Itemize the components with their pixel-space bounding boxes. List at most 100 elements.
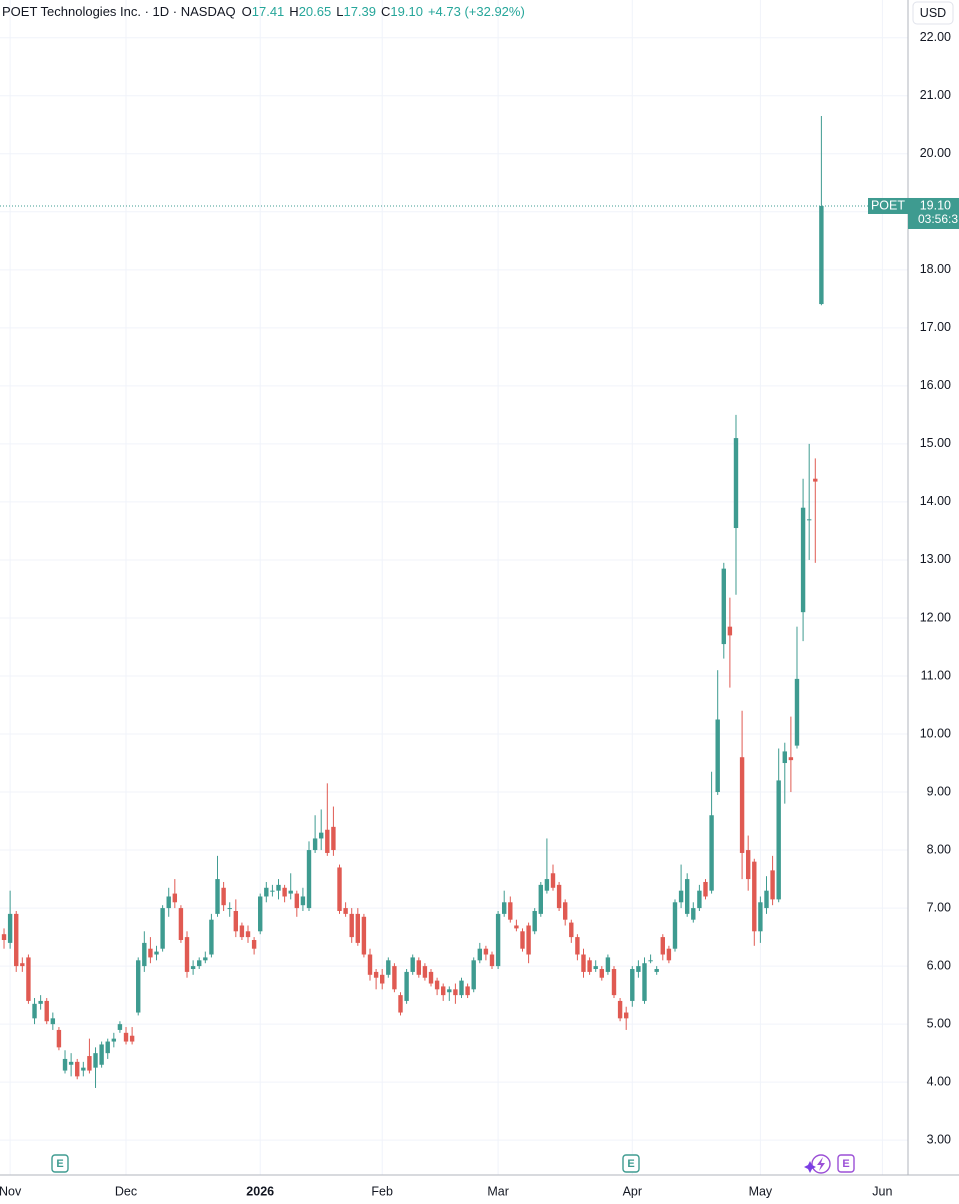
candle-body: [776, 780, 781, 900]
ohlc-value: 20.65: [298, 4, 332, 19]
y-tick-label: 5.00: [927, 1016, 951, 1030]
candle-body: [642, 963, 647, 1001]
event-icon: [51, 1154, 69, 1173]
candle-body: [148, 948, 153, 958]
candle-body: [581, 954, 586, 972]
candle-body: [654, 969, 659, 972]
price-tag: [908, 197, 959, 229]
candle-body: [514, 925, 519, 929]
candle-body: [617, 1000, 623, 1019]
candle-body: [300, 896, 306, 906]
candle-body: [81, 1067, 86, 1071]
candle-body: [459, 980, 464, 996]
candle-body: [337, 867, 342, 911]
candle-body: [32, 1003, 37, 1019]
candle-body: [172, 893, 178, 903]
candle-body: [727, 626, 733, 636]
candle-body: [575, 937, 580, 955]
candle-body: [392, 966, 397, 990]
candle-body: [477, 948, 483, 961]
candle-body: [605, 957, 611, 972]
candle-body: [136, 960, 141, 1013]
candle-body: [782, 751, 787, 764]
y-tick-label: 16.00: [920, 378, 951, 392]
candle-body: [7, 913, 13, 943]
x-tick-label: Mar: [487, 1184, 509, 1198]
candle-body: [276, 884, 281, 891]
candle-body: [544, 879, 550, 891]
candle-body: [361, 916, 367, 955]
candle-body: [819, 205, 824, 305]
event-label: E: [56, 1158, 63, 1170]
candle-body: [526, 925, 531, 955]
candle-body: [416, 960, 422, 975]
candle-body: [380, 974, 385, 984]
candle-body: [410, 957, 415, 972]
candle-body: [386, 960, 391, 975]
candle-body: [38, 1000, 43, 1004]
chart-title: POET Technologies Inc. · 1D · NASDAQ: [2, 4, 236, 19]
ohlc-value: 17.41: [251, 4, 285, 19]
x-tick-label: Jun: [872, 1184, 892, 1198]
candle-body: [355, 913, 361, 943]
ohlc-key: H: [289, 4, 299, 19]
event-label: E: [842, 1158, 849, 1170]
candle-body: [288, 890, 293, 894]
candle-body: [325, 829, 330, 853]
candle-body: [221, 887, 226, 906]
candle-body: [294, 893, 300, 909]
candle-body: [569, 922, 574, 938]
candle-body: [715, 719, 720, 793]
candle-body: [129, 1035, 135, 1042]
candle-body: [166, 896, 171, 909]
candle-body: [373, 971, 379, 978]
candle-body: [44, 1000, 49, 1022]
candle-body: [319, 832, 324, 839]
candle-body: [465, 986, 470, 996]
y-tick-label: 4.00: [927, 1074, 951, 1088]
candle-body: [678, 890, 684, 903]
candle-body: [733, 438, 739, 529]
x-tick-label: Apr: [623, 1184, 642, 1198]
candle-body: [87, 1056, 92, 1071]
candle-body: [1, 934, 7, 940]
candle-body: [270, 890, 275, 892]
y-tick-label: 21.00: [920, 88, 951, 102]
candle-body: [99, 1044, 104, 1065]
candle-body: [587, 960, 592, 972]
candle-body: [203, 957, 208, 961]
event-icon: [837, 1154, 855, 1173]
symbol-tag: [868, 197, 908, 214]
event-label: E: [627, 1158, 634, 1170]
candle-body: [691, 908, 696, 920]
ohlc-value: 19.10: [390, 4, 423, 19]
y-tick-label: 10.00: [920, 726, 951, 740]
candle-body: [447, 989, 452, 993]
candle-body: [398, 995, 403, 1013]
candle-body: [697, 890, 702, 909]
legend: POET Technologies Inc. · 1D · NASDAQ O17.…: [2, 4, 525, 19]
candle-body: [520, 931, 525, 949]
candle-body: [68, 1061, 74, 1065]
candle-body: [123, 1032, 129, 1042]
candle-body: [593, 966, 598, 970]
candle-body: [197, 960, 202, 967]
candle-body: [562, 902, 568, 920]
candle-body: [709, 815, 714, 891]
candle-body: [623, 1012, 629, 1019]
bolt-icon: [817, 1157, 825, 1171]
candle-body: [502, 902, 507, 914]
currency-label: USD: [920, 6, 946, 20]
symbol-label: POET: [871, 198, 905, 212]
candle-body: [758, 902, 763, 932]
candle-body: [794, 678, 800, 746]
candle-body: [331, 826, 336, 851]
candle-body: [233, 910, 239, 932]
candle-body: [282, 887, 287, 897]
candle-body: [538, 884, 543, 914]
countdown-label: 03:56:3: [918, 212, 958, 226]
candle-body: [184, 937, 190, 972]
candle-body: [648, 960, 653, 962]
candle-body: [611, 969, 617, 996]
x-tick-label: Feb: [371, 1184, 393, 1198]
